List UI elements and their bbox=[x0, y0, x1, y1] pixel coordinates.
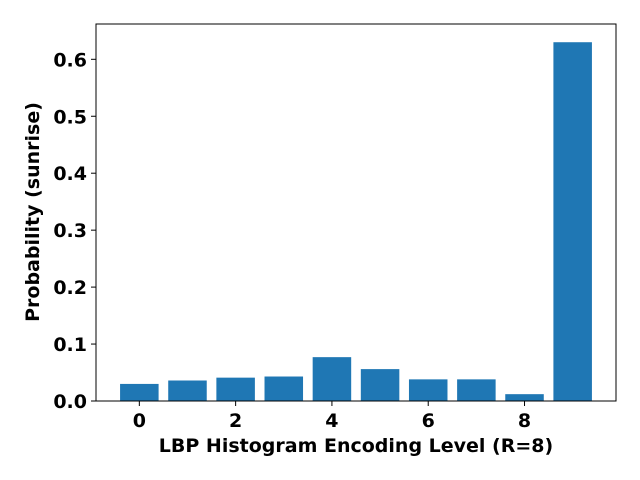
y-tick-label: 0.0 bbox=[53, 391, 87, 413]
y-tick-label: 0.3 bbox=[53, 220, 87, 242]
y-tick-label: 0.5 bbox=[53, 106, 87, 128]
y-tick-label: 0.4 bbox=[53, 163, 87, 185]
x-axis-ticks: 0 2 4 6 8 bbox=[133, 401, 531, 432]
bar-8 bbox=[505, 394, 544, 401]
x-tick-label: 8 bbox=[518, 410, 531, 432]
x-tick-label: 6 bbox=[422, 410, 435, 432]
y-tick-label: 0.2 bbox=[53, 277, 87, 299]
x-tick-label: 0 bbox=[133, 410, 146, 432]
plot-frame bbox=[95, 23, 617, 402]
x-axis-label: LBP Histogram Encoding Level (R=8) bbox=[159, 435, 553, 457]
bar-0 bbox=[120, 383, 159, 401]
x-tick-label: 4 bbox=[325, 410, 338, 432]
bar-7 bbox=[457, 379, 496, 401]
bar-1 bbox=[168, 380, 207, 401]
y-axis-ticks: 0.0 0.1 0.2 0.3 0.4 0.5 0.6 bbox=[53, 49, 96, 413]
bar-6 bbox=[408, 379, 448, 401]
bar-2 bbox=[216, 377, 255, 401]
bar-5 bbox=[360, 369, 400, 401]
x-tick-label: 2 bbox=[229, 410, 242, 432]
bars-group bbox=[120, 42, 592, 401]
bar-9 bbox=[553, 42, 592, 401]
y-tick-label: 0.6 bbox=[53, 49, 87, 71]
y-tick-label: 0.1 bbox=[53, 334, 87, 356]
y-axis-label: Probability (sunrise) bbox=[22, 102, 44, 322]
bar-3 bbox=[264, 376, 304, 401]
bar-4 bbox=[312, 357, 352, 401]
